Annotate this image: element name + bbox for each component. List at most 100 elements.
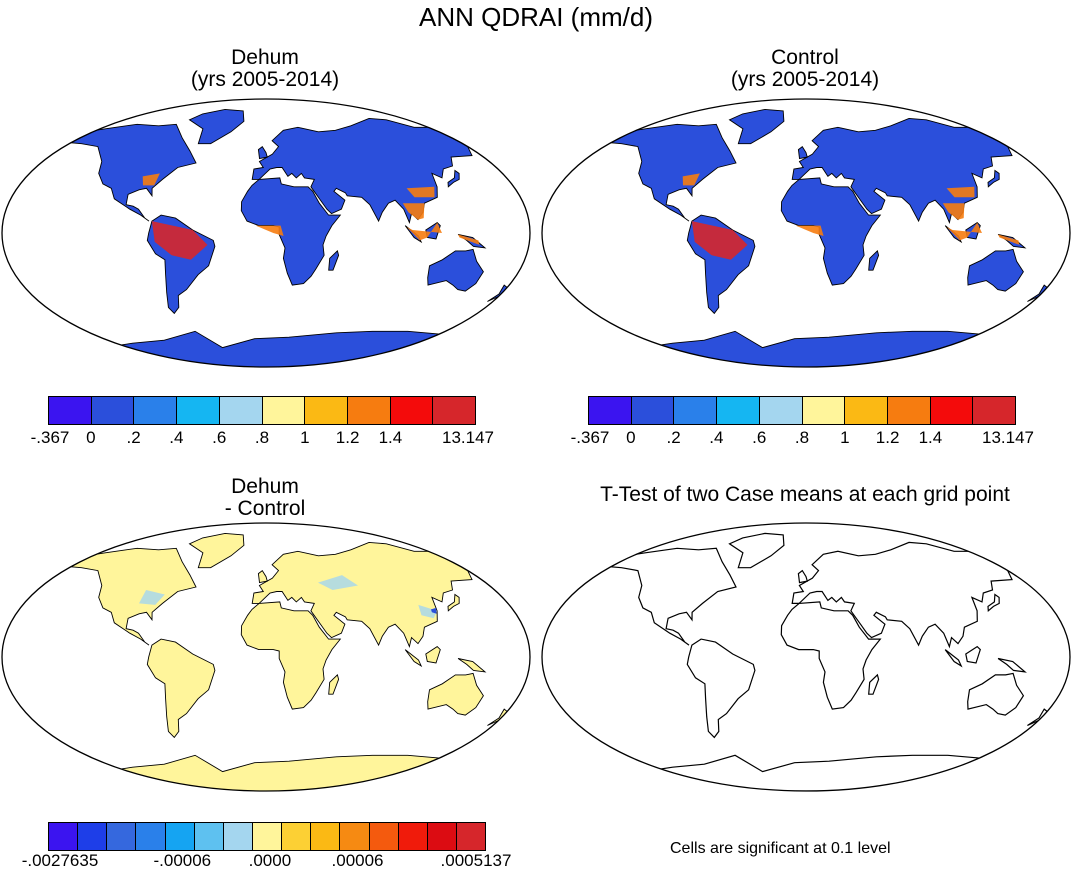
hot-region [402,203,425,220]
colorbar-box [49,823,79,850]
colorbar-tick-label: .4 [709,428,724,447]
map-frame [1,98,531,368]
colorbar-dehum [48,396,476,425]
hot-region [682,173,700,186]
colorbar-box [262,397,306,424]
colorbar-box [347,397,391,424]
land-japan [987,593,1000,613]
colorbar-box [219,397,263,424]
colorbar-box [427,823,457,850]
land-japan [987,169,1000,188]
colorbar-box [369,823,399,850]
colorbar-box [252,823,283,850]
colorbar-tick-label: 1.2 [875,428,900,447]
colorbar-box [305,397,348,424]
land-uk [797,569,809,584]
land-europeAsia [791,541,1024,649]
colorbar-box [91,397,135,424]
colorbar-tick-label: .6 [752,428,767,447]
colorbar-box [390,397,434,424]
colorbar-tick-label: 1 [840,428,850,447]
colorbar-tick-label: .0005137 [440,851,512,870]
land-borneo [425,646,441,664]
panel-title-dehum: Dehum (yrs 2005-2014) [100,47,430,91]
colorbar-box [107,823,137,850]
land-uk [797,145,808,160]
land-greenland [728,108,785,145]
colorbar-tick-label: 1.2 [335,428,360,447]
colorbar-box [802,397,846,424]
land-japan [447,593,460,612]
colorbar-box [930,397,974,424]
land-australia [967,672,1025,716]
land-africa [240,601,342,710]
land-europeAsia [251,541,483,649]
land-madagascar [328,674,340,695]
colorbar-tick-label: .6 [212,428,227,447]
colorbar-tick-label: -.0027635 [21,851,99,870]
hot-region [142,173,160,186]
map-dehum [1,98,531,368]
hot-region [946,186,975,198]
colorbar-box [631,397,675,424]
panel-title-control-line1: Control [771,46,839,69]
map-ttest [541,522,1071,792]
colorbar-tick-label: 13.147 [442,428,494,447]
colorbar-box [589,397,632,424]
colorbar-box [973,397,1016,424]
land-africa [780,601,882,710]
colorbar-tick-label: .8 [254,428,270,447]
land-southAmerica [686,638,756,739]
colorbar-tick-label: -.367 [30,428,70,447]
colorbar-box [311,823,341,850]
colorbar-tick-label: 1 [300,428,310,447]
colorbar-box [223,823,253,850]
diff-region [318,575,358,590]
land-northAmerica [63,547,197,646]
colorbar-box [433,397,476,424]
map-frame [1,522,531,792]
colorbar-tick-label: -.367 [570,428,610,447]
colorbar-box [165,823,195,850]
panel-title-dehum-line2: (yrs 2005-2014) [190,68,340,91]
land-australia [967,248,1024,292]
colorbar-box [177,397,220,424]
colorbar-box [136,823,166,850]
colorbar-box [282,823,312,850]
colorbar-tick-label: 1.4 [378,428,403,447]
diff-region [139,590,165,605]
colorbar-box [456,823,486,850]
panel-title-diff-line2: - Control [224,497,306,520]
colorbar-tick-label: .2 [126,428,141,447]
colorbar-tick-label: 0 [86,428,96,447]
land-northAmerica [63,123,197,222]
land-borneo [965,645,981,664]
land-australia [427,672,484,716]
land-madagascar [868,673,880,695]
colorbar-box [759,397,803,424]
land-southAmerica [146,638,216,739]
land-greenland [728,532,785,569]
colorbar-box [674,397,718,424]
colorbar-box [78,823,108,850]
colorbar-box [887,397,931,424]
map-frame [541,98,1071,368]
panel-title-diff: Dehum - Control [100,476,430,520]
colorbar-box [398,823,428,850]
colorbar-tick-label: .2 [666,428,681,447]
land-madagascar [868,250,880,271]
colorbar-tick-label: .0000 [248,851,292,870]
panel-title-dehum-line1: Dehum [231,46,299,69]
hot-region [406,186,435,198]
land-australia [427,248,484,292]
panel-title-control: Control (yrs 2005-2014) [640,47,970,91]
land-sumatra [404,649,423,668]
colorbar-tick-label: .8 [794,428,810,447]
colorbar-box [717,397,760,424]
colorbar-box [134,397,178,424]
panel-title-diff-line1: Dehum [231,475,299,498]
colorbar-tick-label: 0 [626,428,636,447]
land-northAmerica [603,547,737,646]
map-control [541,98,1071,368]
colorbar-control [588,396,1016,425]
